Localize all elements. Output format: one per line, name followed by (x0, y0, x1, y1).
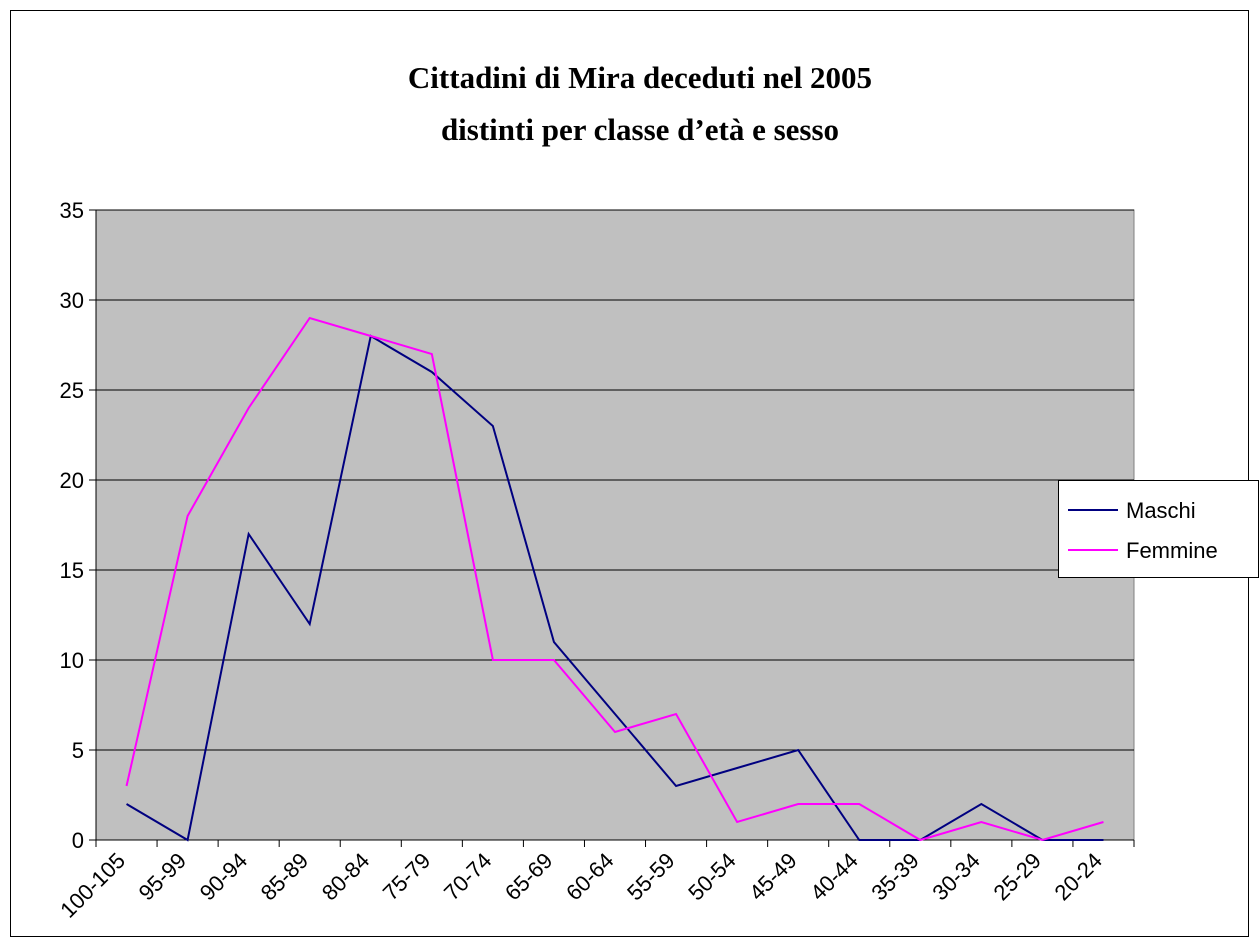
y-tick-label: 10 (60, 648, 84, 673)
legend-label: Maschi (1126, 498, 1196, 523)
legend-label: Femmine (1126, 538, 1218, 563)
chart-title: Cittadini di Mira deceduti nel 2005 (408, 60, 872, 95)
y-tick-label: 25 (60, 378, 84, 403)
legend-box (1058, 480, 1259, 578)
series-line (125, 316, 1104, 842)
y-tick-label: 15 (60, 558, 84, 583)
chart-subtitle: distinti per classe d’età e sesso (441, 112, 839, 147)
plot-area (95, 209, 1135, 841)
y-tick-label: 35 (60, 198, 84, 223)
y-tick-label: 5 (72, 738, 84, 763)
y-tick-label: 20 (60, 468, 84, 493)
y-tick-label: 0 (72, 828, 84, 853)
y-tick-label: 30 (60, 288, 84, 313)
series-line (126, 334, 1104, 842)
